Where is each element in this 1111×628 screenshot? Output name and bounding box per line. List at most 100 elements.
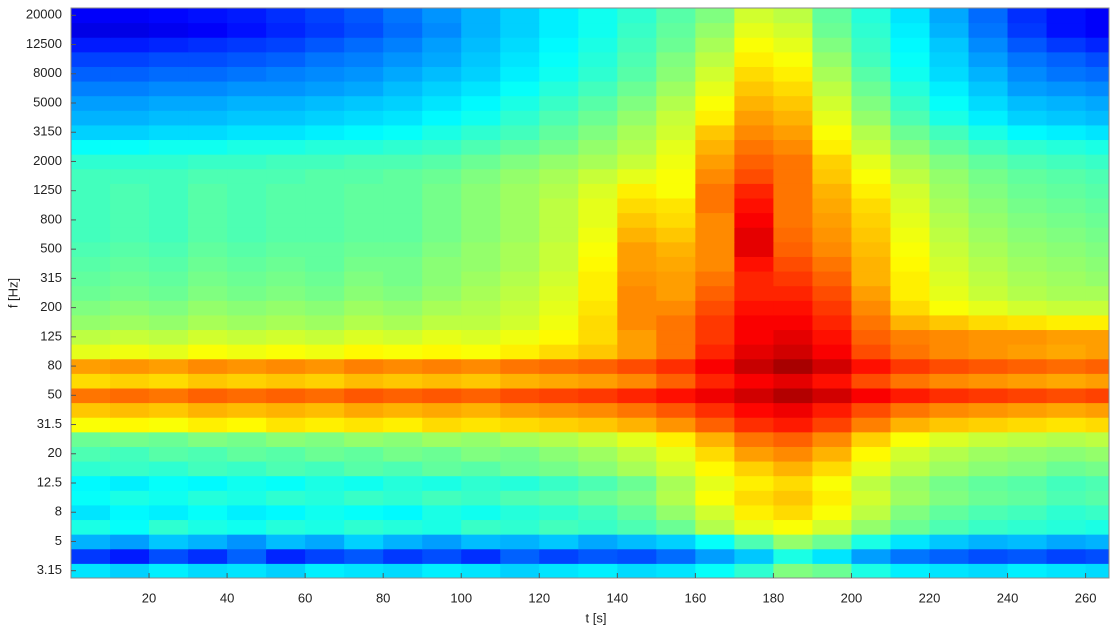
heatmap-cell [305, 169, 345, 184]
heatmap-cell [500, 66, 540, 81]
heatmap-cell [851, 242, 891, 257]
heatmap-cell [110, 96, 150, 111]
heatmap-cell [851, 330, 891, 345]
heatmap-cell [461, 388, 501, 403]
heatmap-cell [305, 23, 345, 38]
heatmap-cell [890, 52, 930, 67]
heatmap-cell [1047, 563, 1087, 578]
y-tick-label: 5 [55, 533, 62, 548]
heatmap-cell [227, 213, 267, 228]
heatmap-cell [422, 183, 462, 198]
heatmap-cell [383, 81, 423, 96]
heatmap-cell [149, 110, 189, 125]
heatmap-cell [344, 227, 384, 242]
heatmap-cell [617, 476, 657, 491]
heatmap-cell [422, 563, 462, 578]
heatmap-cell [734, 300, 774, 315]
heatmap-cell [851, 403, 891, 418]
heatmap-cell [929, 359, 969, 374]
heatmap-cell [1008, 213, 1048, 228]
heatmap-cell [227, 81, 267, 96]
heatmap-cell [227, 446, 267, 461]
heatmap-cell [500, 37, 540, 52]
heatmap-cell [422, 403, 462, 418]
heatmap-cell [890, 286, 930, 301]
heatmap-cell [851, 315, 891, 330]
heatmap-cell [110, 52, 150, 67]
heatmap-cell [929, 256, 969, 271]
heatmap-cell [227, 169, 267, 184]
heatmap-cell [266, 183, 306, 198]
heatmap-cell [227, 461, 267, 476]
heatmap-cell [1086, 549, 1111, 564]
heatmap-cell [773, 140, 813, 155]
heatmap-cell [890, 8, 930, 23]
heatmap-cell [656, 125, 696, 140]
heatmap-cell [422, 446, 462, 461]
heatmap-cell [344, 315, 384, 330]
heatmap-cell [1008, 271, 1048, 286]
heatmap-cell [773, 417, 813, 432]
heatmap-cell [305, 242, 345, 257]
heatmap-cell [617, 52, 657, 67]
heatmap-cell [812, 110, 852, 125]
heatmap-cell [929, 169, 969, 184]
y-tick-label: 125 [40, 328, 62, 343]
heatmap-cell [1008, 315, 1048, 330]
heatmap-cell [71, 446, 111, 461]
heatmap-cell [344, 286, 384, 301]
heatmap-cell [851, 81, 891, 96]
heatmap-cell [149, 417, 189, 432]
heatmap-cell [695, 490, 735, 505]
heatmap-cell [461, 154, 501, 169]
heatmap-cell [969, 23, 1009, 38]
heatmap-cell [969, 271, 1009, 286]
heatmap-cell [578, 432, 618, 447]
heatmap-cell [149, 169, 189, 184]
heatmap-cell [1008, 52, 1048, 67]
heatmap-cell [1047, 23, 1087, 38]
heatmap-cell [656, 81, 696, 96]
heatmap-cell [188, 300, 228, 315]
heatmap-cell [461, 446, 501, 461]
heatmap-cell [461, 417, 501, 432]
heatmap-cell [227, 534, 267, 549]
heatmap-cell [1008, 37, 1048, 52]
heatmap-cell [695, 8, 735, 23]
heatmap-cell [695, 432, 735, 447]
heatmap-cell [734, 256, 774, 271]
heatmap-cell [461, 505, 501, 520]
heatmap-cell [383, 432, 423, 447]
heatmap-cell [149, 81, 189, 96]
heatmap-cell [929, 110, 969, 125]
heatmap-cell [851, 125, 891, 140]
heatmap-cell [422, 23, 462, 38]
heatmap-cell [383, 417, 423, 432]
heatmap-cell [305, 227, 345, 242]
heatmap-cell [890, 154, 930, 169]
heatmap-cell [1047, 140, 1087, 155]
heatmap-cell [188, 520, 228, 535]
heatmap-cell [1008, 286, 1048, 301]
heatmap-cell [773, 344, 813, 359]
heatmap-cell [1008, 242, 1048, 257]
heatmap-cell [812, 213, 852, 228]
heatmap-cell [578, 520, 618, 535]
heatmap-cell [851, 23, 891, 38]
heatmap-cell [539, 461, 579, 476]
heatmap-cell [734, 549, 774, 564]
heatmap-cell [890, 490, 930, 505]
heatmap-cell [344, 256, 384, 271]
heatmap-cell [851, 183, 891, 198]
heatmap-cell [227, 373, 267, 388]
heatmap-cell [149, 300, 189, 315]
heatmap-cell [344, 373, 384, 388]
heatmap-cell [461, 373, 501, 388]
heatmap-cell [617, 330, 657, 345]
heatmap-cell [266, 388, 306, 403]
heatmap-cell [461, 476, 501, 491]
heatmap-cell [110, 140, 150, 155]
heatmap-cell [344, 213, 384, 228]
heatmap-cell [1047, 198, 1087, 213]
heatmap-cell [188, 140, 228, 155]
